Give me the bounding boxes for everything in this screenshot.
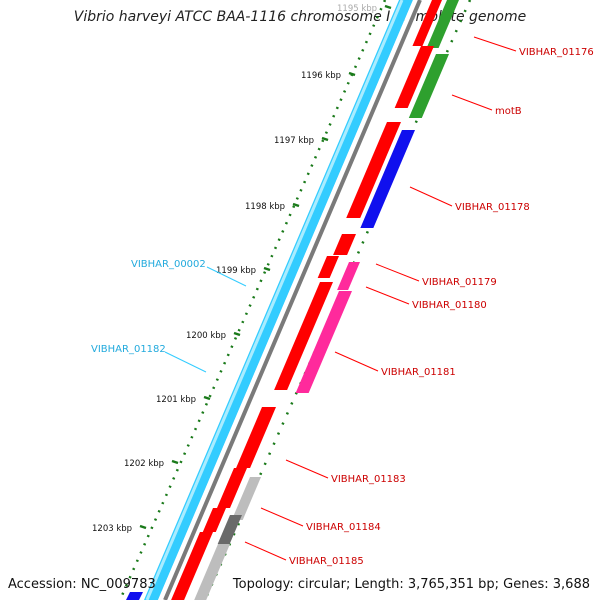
gene-block xyxy=(333,234,356,255)
label-leader-line xyxy=(365,286,410,305)
gene-block xyxy=(408,54,449,118)
label-leader-line xyxy=(285,459,329,479)
scale-tick xyxy=(321,136,329,142)
gene-label[interactable]: motB xyxy=(495,106,522,117)
forward-gene-track xyxy=(171,0,459,600)
gene-block xyxy=(317,256,339,278)
scale-label: 1203 kbp xyxy=(92,524,132,534)
gene-block xyxy=(274,282,333,390)
gene-block xyxy=(360,130,415,228)
label-leader-line xyxy=(451,94,493,111)
label-leader-line xyxy=(164,351,207,373)
scale-ticks: 1195 kbp 1196 kbp 1197 kbp 1198 kbp 1199 kbp… xyxy=(92,4,392,534)
scale-label: 1202 kbp xyxy=(124,459,164,469)
reverse-gene-dark-blue xyxy=(126,592,143,600)
gene-block xyxy=(202,508,226,532)
scale-label: 1196 kbp xyxy=(301,71,341,81)
gene-block xyxy=(236,407,276,468)
scale-label: 1197 kbp xyxy=(274,136,314,146)
scale-tick xyxy=(171,459,179,465)
label-leader-line xyxy=(260,507,304,527)
scale-label: 1199 kbp xyxy=(216,266,256,276)
label-leader-line xyxy=(375,263,420,282)
gene-block xyxy=(426,0,459,48)
gene-label[interactable]: VIBHAR_01182 xyxy=(91,344,166,355)
gene-label[interactable]: VIBHAR_01183 xyxy=(331,474,406,485)
backbone-line xyxy=(163,0,422,600)
label-leader-line xyxy=(244,541,287,561)
gene-label[interactable]: VIBHAR_01176 xyxy=(519,47,594,58)
scale-tick xyxy=(233,331,241,337)
label-leader-line xyxy=(409,186,453,207)
gene-block xyxy=(171,532,213,600)
gene-block xyxy=(217,468,247,508)
accession-label: Accession: NC_009783 xyxy=(8,577,156,592)
gene-label[interactable]: VIBHAR_00002 xyxy=(131,259,206,270)
gene-label[interactable]: VIBHAR_01181 xyxy=(381,367,456,378)
gene-labels: VIBHAR_01176 motB VIBHAR_01178 VIBHAR_01179… xyxy=(91,36,594,567)
label-leader-line xyxy=(334,351,379,372)
scale-label: 1198 kbp xyxy=(245,202,285,212)
scale-tick xyxy=(263,266,271,272)
gene-block xyxy=(295,291,352,393)
gene-label[interactable]: VIBHAR_01179 xyxy=(422,277,497,288)
topology-label: Topology: circular; Length: 3,765,351 bp… xyxy=(232,577,590,592)
scale-tick xyxy=(203,395,211,401)
label-leader-line xyxy=(473,36,517,52)
gene-block xyxy=(217,515,242,544)
gene-block xyxy=(346,122,401,218)
gene-label[interactable]: VIBHAR_01178 xyxy=(455,202,530,213)
gene-label[interactable]: VIBHAR_01185 xyxy=(289,556,364,567)
gene-block xyxy=(337,262,360,290)
gene-block xyxy=(394,46,434,108)
scale-label: 1201 kbp xyxy=(156,395,196,405)
scale-tick xyxy=(384,4,392,10)
gene-label[interactable]: VIBHAR_01180 xyxy=(412,300,487,311)
backbone xyxy=(158,0,419,600)
scale-tick xyxy=(348,71,356,77)
reverse-track-highlight xyxy=(145,0,404,600)
scale-tick xyxy=(139,524,147,530)
gene-block xyxy=(412,0,442,46)
gene-block xyxy=(231,477,261,520)
gene-label[interactable]: VIBHAR_01184 xyxy=(306,522,381,533)
outer-tick-ring xyxy=(118,0,387,600)
scale-label: 1200 kbp xyxy=(186,331,226,341)
label-leader-line xyxy=(206,266,247,287)
scale-label: 1195 kbp xyxy=(337,4,377,14)
gene-block xyxy=(194,544,230,600)
scale-tick xyxy=(292,202,300,208)
